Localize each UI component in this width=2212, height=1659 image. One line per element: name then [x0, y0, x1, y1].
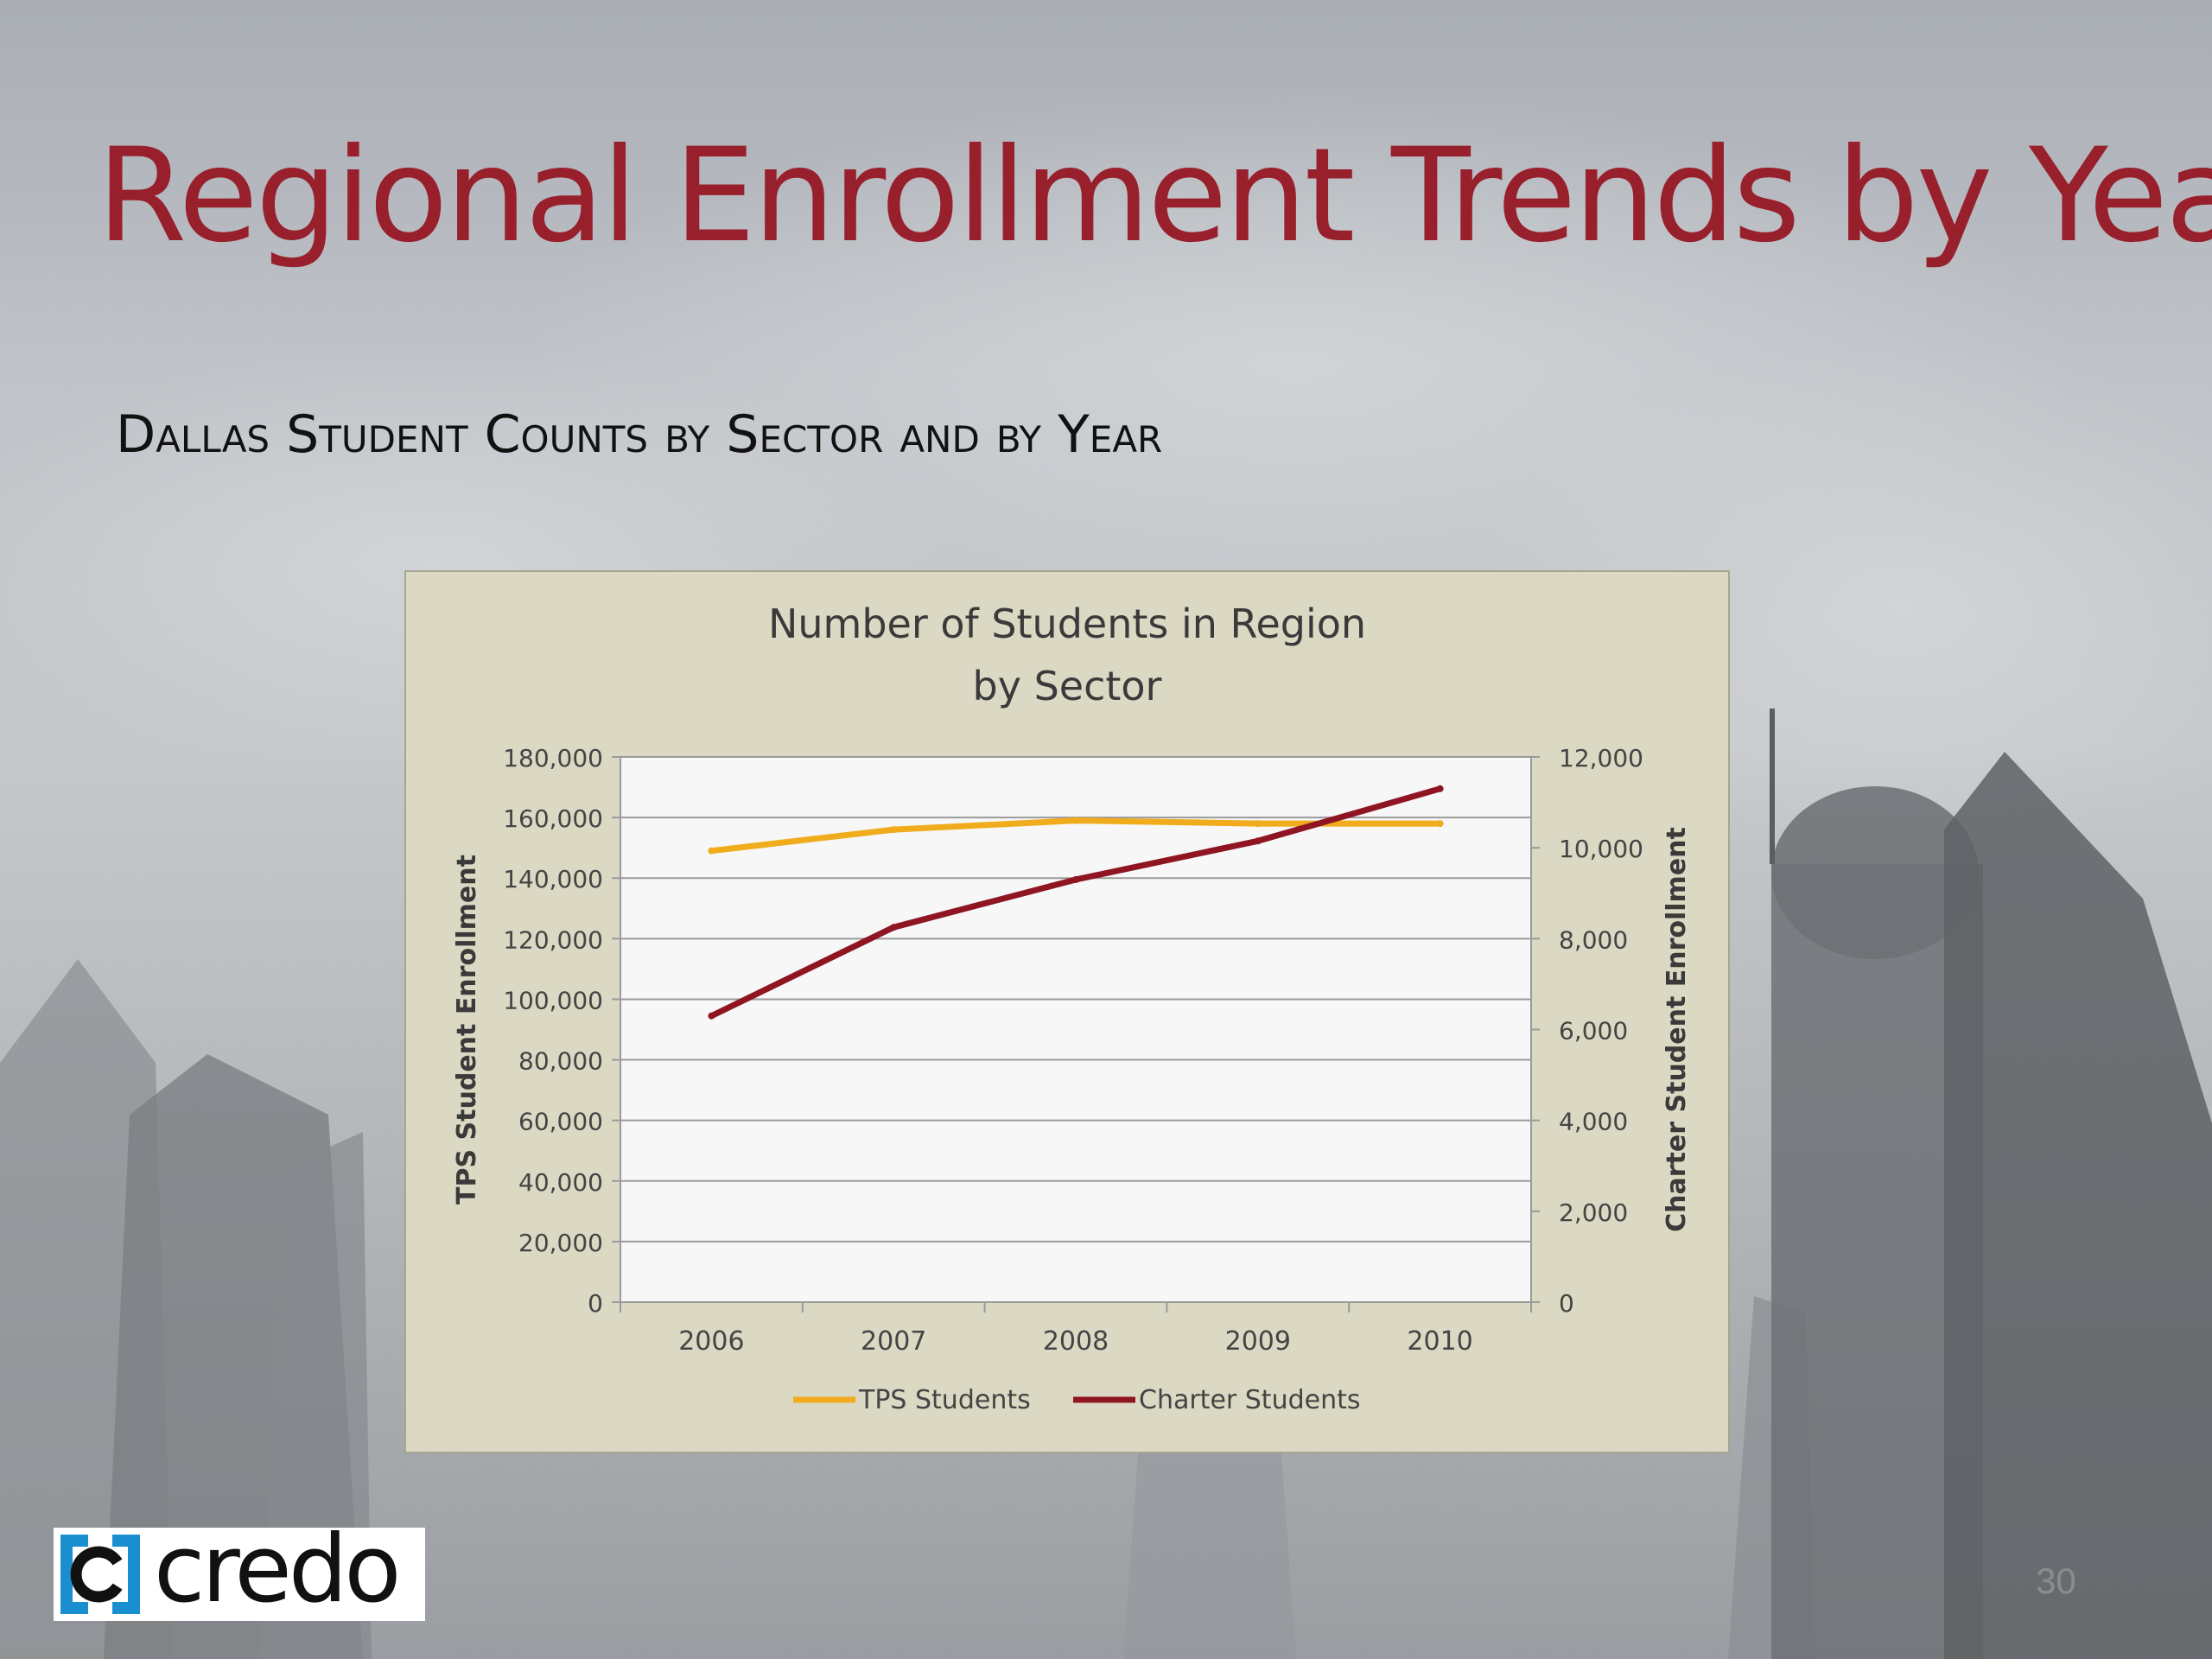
y-tick-label: 20,000 [518, 1229, 603, 1257]
data-point-tps [1436, 820, 1444, 828]
credo-bracket-icon [60, 1535, 140, 1614]
y-tick-label: 40,000 [518, 1168, 603, 1197]
data-point-charter [1072, 875, 1079, 883]
logo-wordmark: credo [154, 1516, 401, 1624]
chart-title-line: Number of Students in Region [768, 601, 1366, 647]
y-tick-label: 80,000 [518, 1047, 603, 1076]
y2-tick-label: 2,000 [1559, 1198, 1628, 1227]
y2-tick-label: 8,000 [1559, 925, 1628, 954]
data-point-tps [1072, 817, 1079, 824]
data-point-charter [708, 1012, 715, 1020]
chart-container: Number of Students in Region by Sector 0 20… [404, 570, 1730, 1453]
chart-title-line: by Sector [973, 663, 1162, 709]
legend-label: TPS Students [858, 1385, 1031, 1415]
y2-tick-label: 12,000 [1559, 744, 1643, 772]
x-tick-label: 2010 [1407, 1326, 1472, 1357]
x-tick-label: 2008 [1043, 1326, 1109, 1357]
page-number: 30 [2036, 1560, 2076, 1601]
credo-logo: credo [54, 1523, 425, 1621]
y-tick-label: 100,000 [503, 986, 603, 1014]
y-tick-label: 180,000 [503, 744, 603, 772]
y2-axis-title: Charter Student Enrollment [1662, 827, 1692, 1232]
legend-label: Charter Students [1139, 1385, 1361, 1415]
y2-tick-label: 4,000 [1559, 1108, 1628, 1136]
y-tick-label: 60,000 [518, 1108, 603, 1136]
slide-title: Regional Enrollment Trends by Year [97, 121, 2212, 271]
y2-tick-label: 6,000 [1559, 1017, 1628, 1046]
data-point-charter [890, 924, 898, 931]
data-point-tps [1254, 820, 1262, 828]
y2-tick-label: 0 [1559, 1289, 1574, 1318]
x-tick-label: 2009 [1225, 1326, 1291, 1357]
x-tick-label: 2006 [678, 1326, 744, 1357]
enrollment-line-chart: Number of Students in Region by Sector 0 20… [452, 601, 1692, 1415]
data-point-charter [1436, 785, 1444, 792]
y-tick-label: 140,000 [503, 865, 603, 893]
y2-tick-label: 10,000 [1559, 835, 1643, 863]
data-point-charter [1254, 837, 1262, 845]
y-axis-title: TPS Student Enrollment [452, 855, 482, 1205]
y-tick-label: 0 [588, 1289, 603, 1318]
x-tick-label: 2007 [861, 1326, 926, 1357]
slide-subtitle: Dallas Student Counts by Sector and by Y… [116, 404, 1163, 465]
y-tick-label: 120,000 [503, 925, 603, 954]
data-point-tps [890, 826, 898, 834]
plot-area [620, 756, 1532, 1303]
data-point-tps [708, 847, 715, 855]
y-tick-label: 160,000 [503, 804, 603, 833]
